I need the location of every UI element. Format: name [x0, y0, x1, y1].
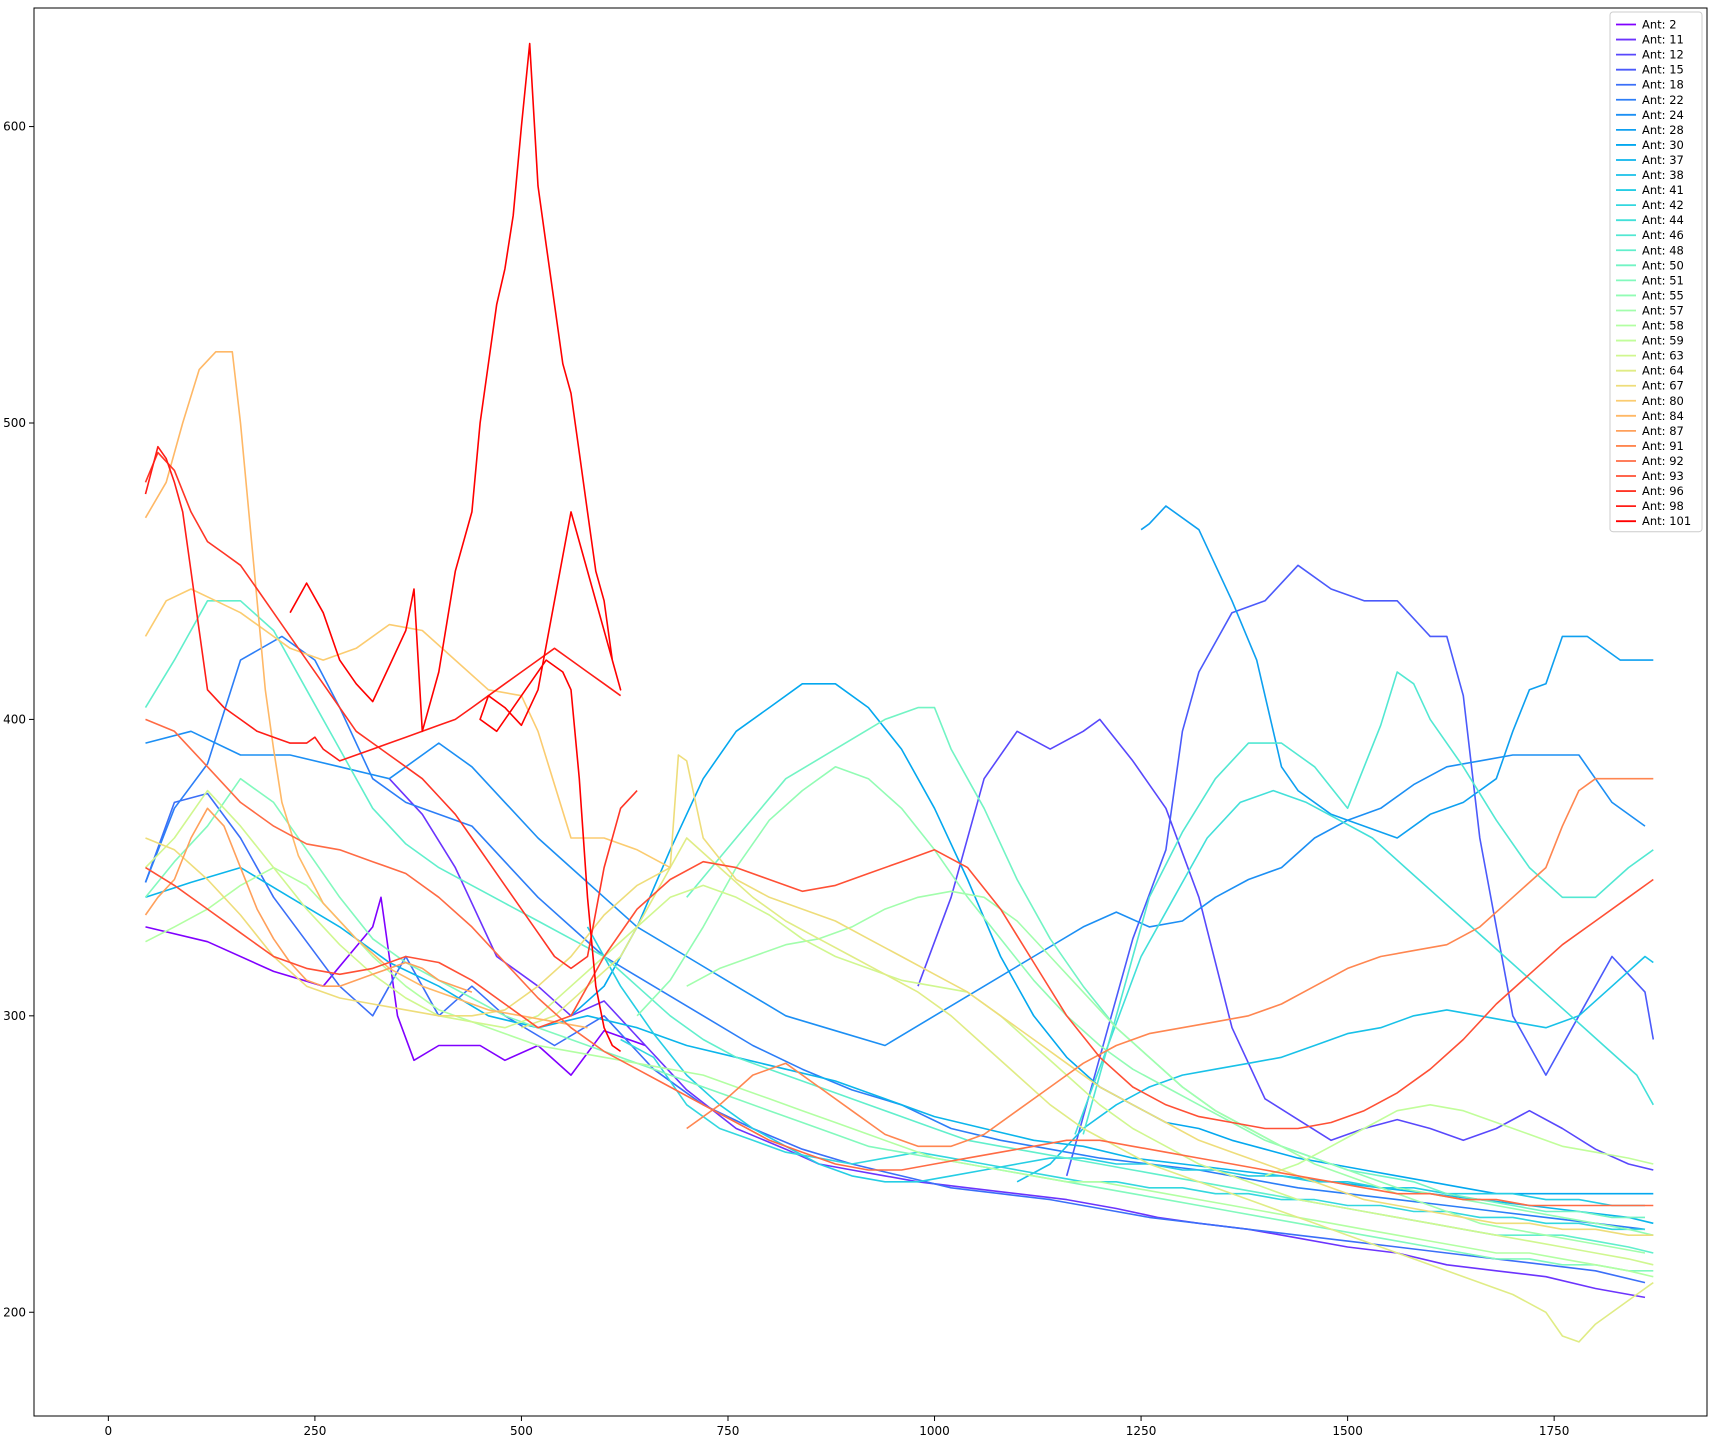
series-line-34: [289, 42, 622, 1053]
legend-label-4: Ant: 15: [1642, 63, 1684, 77]
legend-label-1: Ant: 2: [1642, 18, 1677, 32]
series-line-6: [144, 635, 1646, 1231]
series-line-30: [145, 718, 1654, 1207]
series-line-23: [144, 789, 1654, 1266]
series-line-2: [388, 778, 1646, 1299]
legend-label-20: Ant: 57: [1642, 303, 1684, 317]
y-tick-label-1: 300: [3, 1009, 26, 1023]
series-line-21: [145, 866, 1654, 1278]
series-line-15: [1082, 671, 1654, 1135]
x-tick-label-6: 1500: [1332, 1424, 1363, 1438]
series-line-3: [917, 718, 1654, 1171]
legend-label-33: Ant: 98: [1642, 499, 1684, 513]
legend-label-30: Ant: 92: [1642, 454, 1684, 468]
legend-label-10: Ant: 37: [1642, 153, 1684, 167]
series-line-5: [144, 792, 1646, 1284]
legend-label-29: Ant: 91: [1642, 439, 1684, 453]
x-axis: 0 250 500 750 1000 1250 1500 1750: [105, 1416, 1570, 1438]
x-tick-label-5: 1250: [1126, 1424, 1157, 1438]
series-line-31: [145, 848, 1654, 1130]
x-tick-label-0: 0: [105, 1424, 113, 1438]
legend-label-5: Ant: 18: [1642, 78, 1684, 92]
legend-label-31: Ant: 93: [1642, 469, 1684, 483]
legend-label-7: Ant: 24: [1642, 108, 1684, 122]
series-line-27: [144, 350, 588, 1029]
series-line-18: [144, 777, 1654, 1272]
series-line-4: [1065, 564, 1655, 1177]
legend-label-24: Ant: 64: [1642, 364, 1684, 378]
series-line-24: [521, 837, 1654, 1343]
legend-label-26: Ant: 80: [1642, 394, 1684, 408]
series-line-22: [1264, 1104, 1654, 1177]
legend-label-17: Ant: 50: [1642, 258, 1684, 272]
series-line-20: [686, 890, 1646, 1254]
legend-label-27: Ant: 84: [1642, 409, 1684, 423]
trajectory-lines: [144, 42, 1655, 1343]
series-line-7: [145, 730, 1646, 1047]
series-line-19: [636, 765, 1654, 1236]
legend-label-16: Ant: 48: [1642, 243, 1684, 257]
series-line-29: [686, 777, 1654, 1148]
x-tick-label-7: 1750: [1539, 1424, 1570, 1438]
series-line-32: [144, 451, 638, 970]
legend-label-32: Ant: 96: [1642, 484, 1684, 498]
legend-label-13: Ant: 42: [1642, 198, 1684, 212]
legend-label-2: Ant: 11: [1642, 33, 1684, 47]
legend-label-19: Ant: 55: [1642, 288, 1684, 302]
x-tick-label-3: 750: [717, 1424, 740, 1438]
y-tick-label-3: 500: [3, 416, 26, 430]
series-line-28: [144, 807, 473, 993]
legend-label-25: Ant: 67: [1642, 379, 1684, 393]
plot-frame: [33, 7, 1708, 1417]
legend-label-9: Ant: 30: [1642, 138, 1684, 152]
legend-label-8: Ant: 28: [1642, 123, 1684, 137]
legend-label-3: Ant: 12: [1642, 48, 1684, 62]
x-tick-label-2: 500: [510, 1424, 533, 1438]
legend-label-34: Ant: 101: [1642, 514, 1691, 528]
y-tick-label-2: 400: [3, 712, 26, 726]
series-line-33: [144, 445, 622, 762]
series-line-8: [1140, 505, 1654, 839]
y-axis: 200 300 400 500 600: [3, 120, 34, 1319]
series-line-25: [145, 754, 1654, 1236]
legend-label-18: Ant: 51: [1642, 273, 1684, 287]
y-tick-label-0: 200: [3, 1305, 26, 1319]
series-line-13: [620, 1038, 1645, 1231]
legend-label-6: Ant: 22: [1642, 93, 1684, 107]
series-line-14: [1074, 789, 1654, 1135]
legend-label-15: Ant: 46: [1642, 228, 1684, 242]
legend-label-22: Ant: 59: [1642, 334, 1684, 348]
x-tick-label-1: 250: [303, 1424, 326, 1438]
y-tick-label-4: 600: [3, 120, 26, 134]
series-line-1: [145, 896, 646, 1076]
legend-label-12: Ant: 41: [1642, 183, 1684, 197]
legend-label-23: Ant: 63: [1642, 349, 1684, 363]
legend-label-21: Ant: 58: [1642, 319, 1684, 333]
series-line-11: [1016, 955, 1654, 1183]
legend-box: [1609, 11, 1703, 533]
legend-label-11: Ant: 38: [1642, 168, 1684, 182]
legend-label-28: Ant: 87: [1642, 424, 1684, 438]
series-line-12: [586, 926, 1645, 1207]
x-tick-label-4: 1000: [919, 1424, 950, 1438]
legend-label-14: Ant: 44: [1642, 213, 1684, 227]
